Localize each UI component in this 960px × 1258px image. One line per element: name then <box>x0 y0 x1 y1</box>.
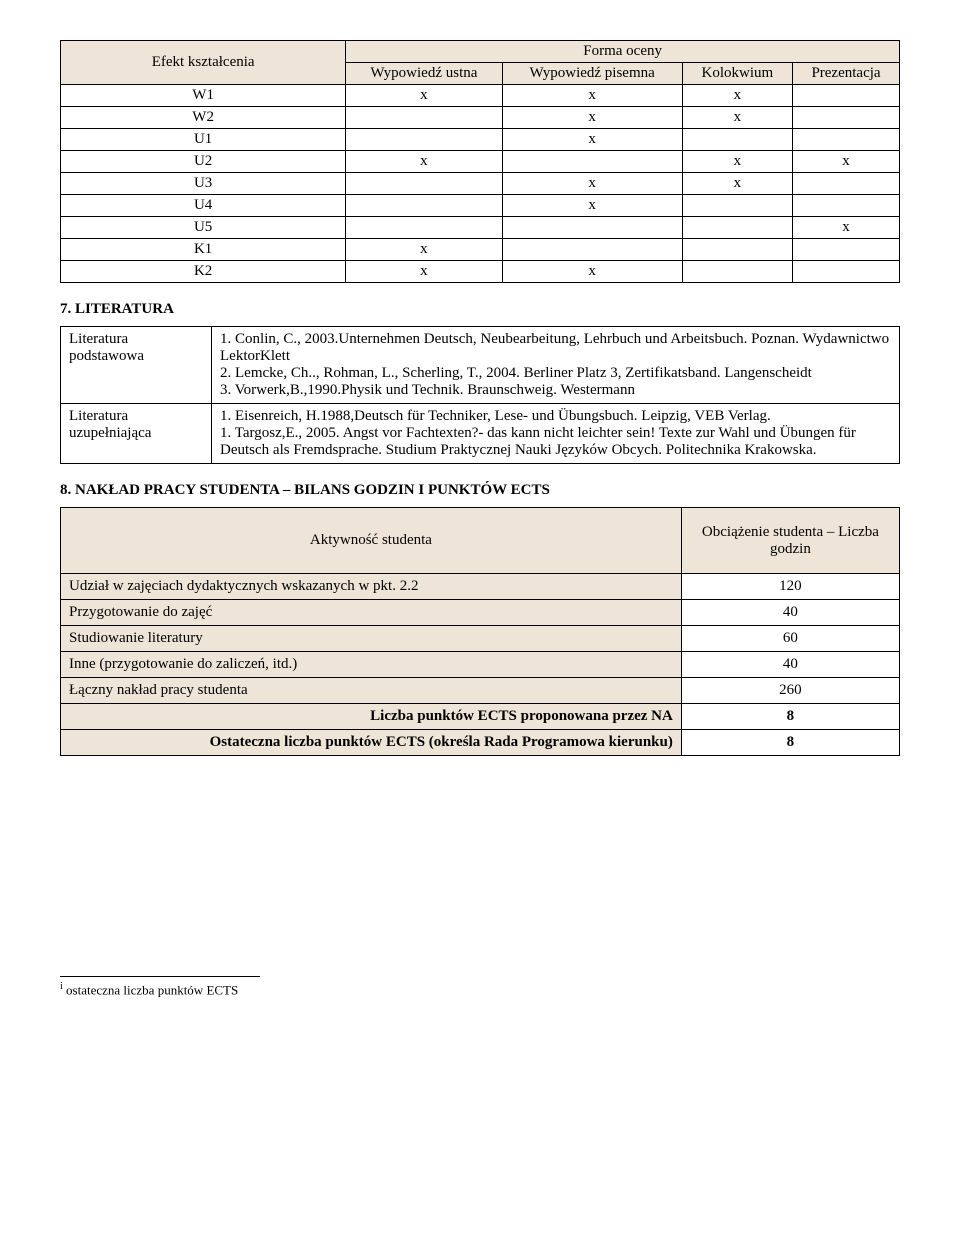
grade-cell: x <box>682 107 792 129</box>
footnote-text: ostateczna liczba punktów ECTS <box>66 982 238 997</box>
workload-label: Ostateczna liczba punktów ECTS (określa … <box>61 730 682 756</box>
lit-uzupelniajaca-text: 1. Eisenreich, H.1988,Deutsch für Techni… <box>212 404 900 464</box>
grade-cell: x <box>682 173 792 195</box>
grade-cell <box>502 217 682 239</box>
table-row: W1xxx <box>61 85 900 107</box>
grade-cell <box>682 261 792 283</box>
workload-label: Przygotowanie do zajęć <box>61 600 682 626</box>
grade-cell <box>502 239 682 261</box>
workload-label: Inne (przygotowanie do zaliczeń, itd.) <box>61 652 682 678</box>
table-row: U1 x <box>61 129 900 151</box>
workload-value: 8 <box>681 730 899 756</box>
efekt-label: U3 <box>61 173 346 195</box>
table-row: U2xxx <box>61 151 900 173</box>
grade-cell <box>793 239 900 261</box>
grade-cell: x <box>502 85 682 107</box>
efekt-label: K1 <box>61 239 346 261</box>
workload-label: Liczba punktów ECTS proponowana przez NA <box>61 704 682 730</box>
section7-title: 7. LITERATURA <box>60 301 900 318</box>
footnote-separator <box>60 976 260 977</box>
grade-cell: x <box>502 129 682 151</box>
table-row: U4 x <box>61 195 900 217</box>
table-row: U3 xx <box>61 173 900 195</box>
table-row: Udział w zajęciach dydaktycznych wskazan… <box>61 574 900 600</box>
grade-cell: x <box>346 85 502 107</box>
grade-cell: x <box>346 151 502 173</box>
workload-col1-header: Aktywność studenta <box>61 508 682 574</box>
efekt-label: U4 <box>61 195 346 217</box>
grade-cell <box>346 107 502 129</box>
grade-cell <box>793 85 900 107</box>
table-row: Przygotowanie do zajęć40 <box>61 600 900 626</box>
grade-cell: x <box>502 261 682 283</box>
grade-cell: x <box>502 195 682 217</box>
sub-header-1: Wypowiedź pisemna <box>502 63 682 85</box>
workload-value: 40 <box>681 652 899 678</box>
workload-value: 120 <box>681 574 899 600</box>
table-row: Studiowanie literatury60 <box>61 626 900 652</box>
footnote: i ostateczna liczba punktów ECTS <box>60 981 900 998</box>
efekt-label: W2 <box>61 107 346 129</box>
workload-table: Aktywność studenta Obciążenie studenta –… <box>60 507 900 756</box>
grade-cell <box>793 129 900 151</box>
grade-cell <box>502 151 682 173</box>
footnote-marker: i <box>60 981 63 992</box>
grade-cell: x <box>346 239 502 261</box>
efekt-label: U5 <box>61 217 346 239</box>
grade-cell: x <box>682 151 792 173</box>
workload-label: Udział w zajęciach dydaktycznych wskazan… <box>61 574 682 600</box>
grade-cell: x <box>793 151 900 173</box>
grade-cell <box>346 129 502 151</box>
section8-title: 8. NAKŁAD PRACY STUDENTA – BILANS GODZIN… <box>60 482 900 499</box>
lit-uzupelniajaca-label: Literatura uzupełniająca <box>61 404 212 464</box>
table-row: Inne (przygotowanie do zaliczeń, itd.)40 <box>61 652 900 678</box>
workload-value: 8 <box>681 704 899 730</box>
grade-cell: x <box>682 85 792 107</box>
table-row: W2 xx <box>61 107 900 129</box>
sub-header-0: Wypowiedź ustna <box>346 63 502 85</box>
table-row: K2xx <box>61 261 900 283</box>
workload-label: Studiowanie literatury <box>61 626 682 652</box>
efekt-label: U1 <box>61 129 346 151</box>
grade-cell <box>793 195 900 217</box>
col-efekt-header: Efekt kształcenia <box>61 41 346 85</box>
efekt-label: W1 <box>61 85 346 107</box>
grade-cell: x <box>502 107 682 129</box>
grades-table: Efekt kształcenia Forma oceny Wypowiedź … <box>60 40 900 283</box>
workload-value: 60 <box>681 626 899 652</box>
workload-value: 260 <box>681 678 899 704</box>
grade-cell <box>346 217 502 239</box>
workload-value: 40 <box>681 600 899 626</box>
forma-oceny-header: Forma oceny <box>346 41 900 63</box>
table-row: Liczba punktów ECTS proponowana przez NA… <box>61 704 900 730</box>
efekt-label: U2 <box>61 151 346 173</box>
sub-header-3: Prezentacja <box>793 63 900 85</box>
efekt-label: K2 <box>61 261 346 283</box>
table-row: Ostateczna liczba punktów ECTS (określa … <box>61 730 900 756</box>
workload-label: Łączny nakład pracy studenta <box>61 678 682 704</box>
lit-podstawowa-text: 1. Conlin, C., 2003.Unternehmen Deutsch,… <box>212 327 900 404</box>
lit-podstawowa-label: Literatura podstawowa <box>61 327 212 404</box>
grade-cell: x <box>346 261 502 283</box>
grade-cell <box>346 195 502 217</box>
grade-cell <box>682 195 792 217</box>
grade-cell: x <box>793 217 900 239</box>
grade-cell <box>682 217 792 239</box>
table-row: K1x <box>61 239 900 261</box>
workload-col2-header: Obciążenie studenta – Liczba godzin <box>681 508 899 574</box>
grade-cell <box>793 261 900 283</box>
grade-cell <box>793 173 900 195</box>
grade-cell <box>346 173 502 195</box>
grade-cell: x <box>502 173 682 195</box>
table-row: U5 x <box>61 217 900 239</box>
table-row: Łączny nakład pracy studenta260 <box>61 678 900 704</box>
grade-cell <box>682 129 792 151</box>
sub-header-2: Kolokwium <box>682 63 792 85</box>
literature-table: Literatura podstawowa 1. Conlin, C., 200… <box>60 326 900 464</box>
grade-cell <box>793 107 900 129</box>
grade-cell <box>682 239 792 261</box>
